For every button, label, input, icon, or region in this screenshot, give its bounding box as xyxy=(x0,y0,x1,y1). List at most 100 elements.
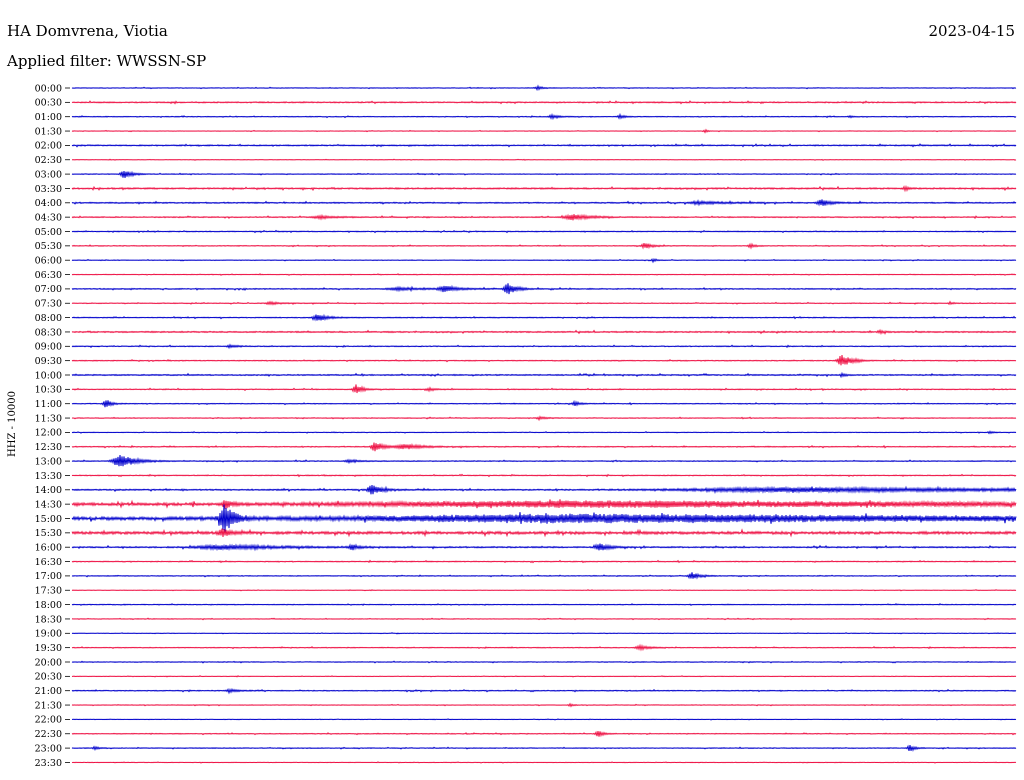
time-tick-label: 09:30 xyxy=(35,356,62,367)
seismic-trace xyxy=(71,559,1017,564)
seismic-trace xyxy=(71,473,1017,478)
time-tick-label: 08:00 xyxy=(35,313,62,324)
time-tick-label: 17:00 xyxy=(35,571,62,582)
seismic-trace xyxy=(71,143,1017,148)
seismic-trace xyxy=(71,242,1017,250)
time-tick-label: 16:30 xyxy=(35,557,62,568)
time-tick-label: 21:30 xyxy=(35,700,62,711)
time-tick-label: 06:30 xyxy=(35,270,62,281)
time-tick-label: 00:00 xyxy=(35,83,62,94)
station-title: HA Domvrena, Viotia xyxy=(7,22,168,40)
seismic-trace xyxy=(71,112,1017,121)
seismic-trace xyxy=(71,730,1017,738)
time-tick-label: 15:30 xyxy=(35,528,62,539)
seismic-trace xyxy=(71,687,1017,695)
time-tick-label: 13:00 xyxy=(35,456,62,467)
seismic-trace xyxy=(71,543,1017,552)
trace-rows: 00:00 00:30 01:00 01:30 02:00 02:30 03:00 03:30… xyxy=(35,83,1017,769)
seismic-trace xyxy=(71,660,1017,664)
seismic-trace xyxy=(71,100,1017,105)
time-tick-label: 22:30 xyxy=(35,729,62,740)
seismic-trace xyxy=(71,313,1017,322)
seismic-trace xyxy=(71,761,1017,764)
seismic-trace xyxy=(71,718,1017,721)
seismic-trace xyxy=(71,430,1017,435)
seismic-trace xyxy=(71,399,1017,408)
time-tick-label: 10:00 xyxy=(35,370,62,381)
time-tick-label: 01:00 xyxy=(35,112,62,123)
seismic-trace xyxy=(71,442,1017,452)
seismic-trace xyxy=(71,158,1017,161)
time-tick-label: 05:00 xyxy=(35,227,62,238)
seismic-trace xyxy=(71,213,1017,221)
seismic-trace xyxy=(71,300,1017,306)
seismic-trace xyxy=(71,199,1017,207)
time-tick-label: 00:30 xyxy=(35,98,62,109)
time-tick-label: 18:00 xyxy=(35,600,62,611)
time-tick-label: 07:00 xyxy=(35,284,62,295)
time-tick-label: 14:00 xyxy=(35,485,62,496)
time-tick-label: 03:30 xyxy=(35,184,62,195)
time-tick-label: 23:30 xyxy=(35,758,62,769)
seismic-trace xyxy=(71,384,1017,394)
seismic-trace xyxy=(71,499,1017,509)
seismic-trace xyxy=(71,283,1017,295)
seismic-trace xyxy=(71,273,1017,276)
time-tick-label: 16:00 xyxy=(35,543,62,554)
time-tick-label: 17:30 xyxy=(35,586,62,597)
time-tick-label: 19:30 xyxy=(35,643,62,654)
seismic-trace xyxy=(71,632,1017,635)
seismic-trace xyxy=(71,602,1017,607)
time-tick-label: 04:30 xyxy=(35,212,62,223)
seismic-trace xyxy=(71,84,1017,92)
time-tick-label: 04:00 xyxy=(35,198,62,209)
seismic-trace xyxy=(71,484,1017,495)
seismic-trace xyxy=(71,504,1017,532)
seismic-trace xyxy=(71,744,1017,752)
filter-label: Applied filter: WWSSN-SP xyxy=(6,52,206,70)
seismic-trace xyxy=(71,371,1017,379)
time-tick-label: 20:00 xyxy=(35,657,62,668)
time-tick-label: 10:30 xyxy=(35,385,62,396)
seismic-trace xyxy=(71,528,1017,538)
time-tick-label: 12:30 xyxy=(35,442,62,453)
seismic-trace xyxy=(71,589,1017,592)
seismic-trace xyxy=(71,257,1017,264)
time-tick-label: 15:00 xyxy=(35,514,62,525)
seismic-trace xyxy=(71,128,1017,134)
time-tick-label: 09:00 xyxy=(35,342,62,353)
time-tick-label: 03:00 xyxy=(35,169,62,180)
time-tick-label: 05:30 xyxy=(35,241,62,252)
time-tick-label: 11:30 xyxy=(35,413,62,424)
time-tick-label: 01:30 xyxy=(35,126,62,137)
time-tick-label: 02:00 xyxy=(35,141,62,152)
time-tick-label: 11:00 xyxy=(35,399,62,410)
time-tick-label: 23:00 xyxy=(35,743,62,754)
seismic-trace xyxy=(71,643,1017,652)
seismic-trace xyxy=(71,184,1017,193)
seismic-trace xyxy=(71,170,1017,178)
time-tick-label: 18:30 xyxy=(35,614,62,625)
time-tick-label: 02:30 xyxy=(35,155,62,166)
seismic-trace xyxy=(71,675,1017,678)
seismic-trace xyxy=(71,454,1017,467)
time-tick-label: 13:30 xyxy=(35,471,62,482)
seismic-trace xyxy=(71,229,1017,234)
time-tick-label: 21:00 xyxy=(35,686,62,697)
time-tick-label: 19:00 xyxy=(35,629,62,640)
seismic-trace xyxy=(71,572,1017,580)
seismic-trace xyxy=(71,328,1017,336)
time-tick-label: 20:30 xyxy=(35,672,62,683)
seismic-trace xyxy=(71,415,1017,422)
seismic-trace xyxy=(71,702,1017,708)
date-label: 2023-04-15 xyxy=(929,22,1015,40)
time-tick-label: 14:30 xyxy=(35,499,62,510)
time-tick-label: 08:30 xyxy=(35,327,62,338)
seismic-trace xyxy=(71,355,1017,366)
y-axis-label: HHZ - 10000 xyxy=(7,391,18,457)
time-tick-label: 07:30 xyxy=(35,299,62,310)
time-tick-label: 22:00 xyxy=(35,715,62,726)
time-tick-label: 12:00 xyxy=(35,428,62,439)
time-tick-label: 06:00 xyxy=(35,256,62,267)
